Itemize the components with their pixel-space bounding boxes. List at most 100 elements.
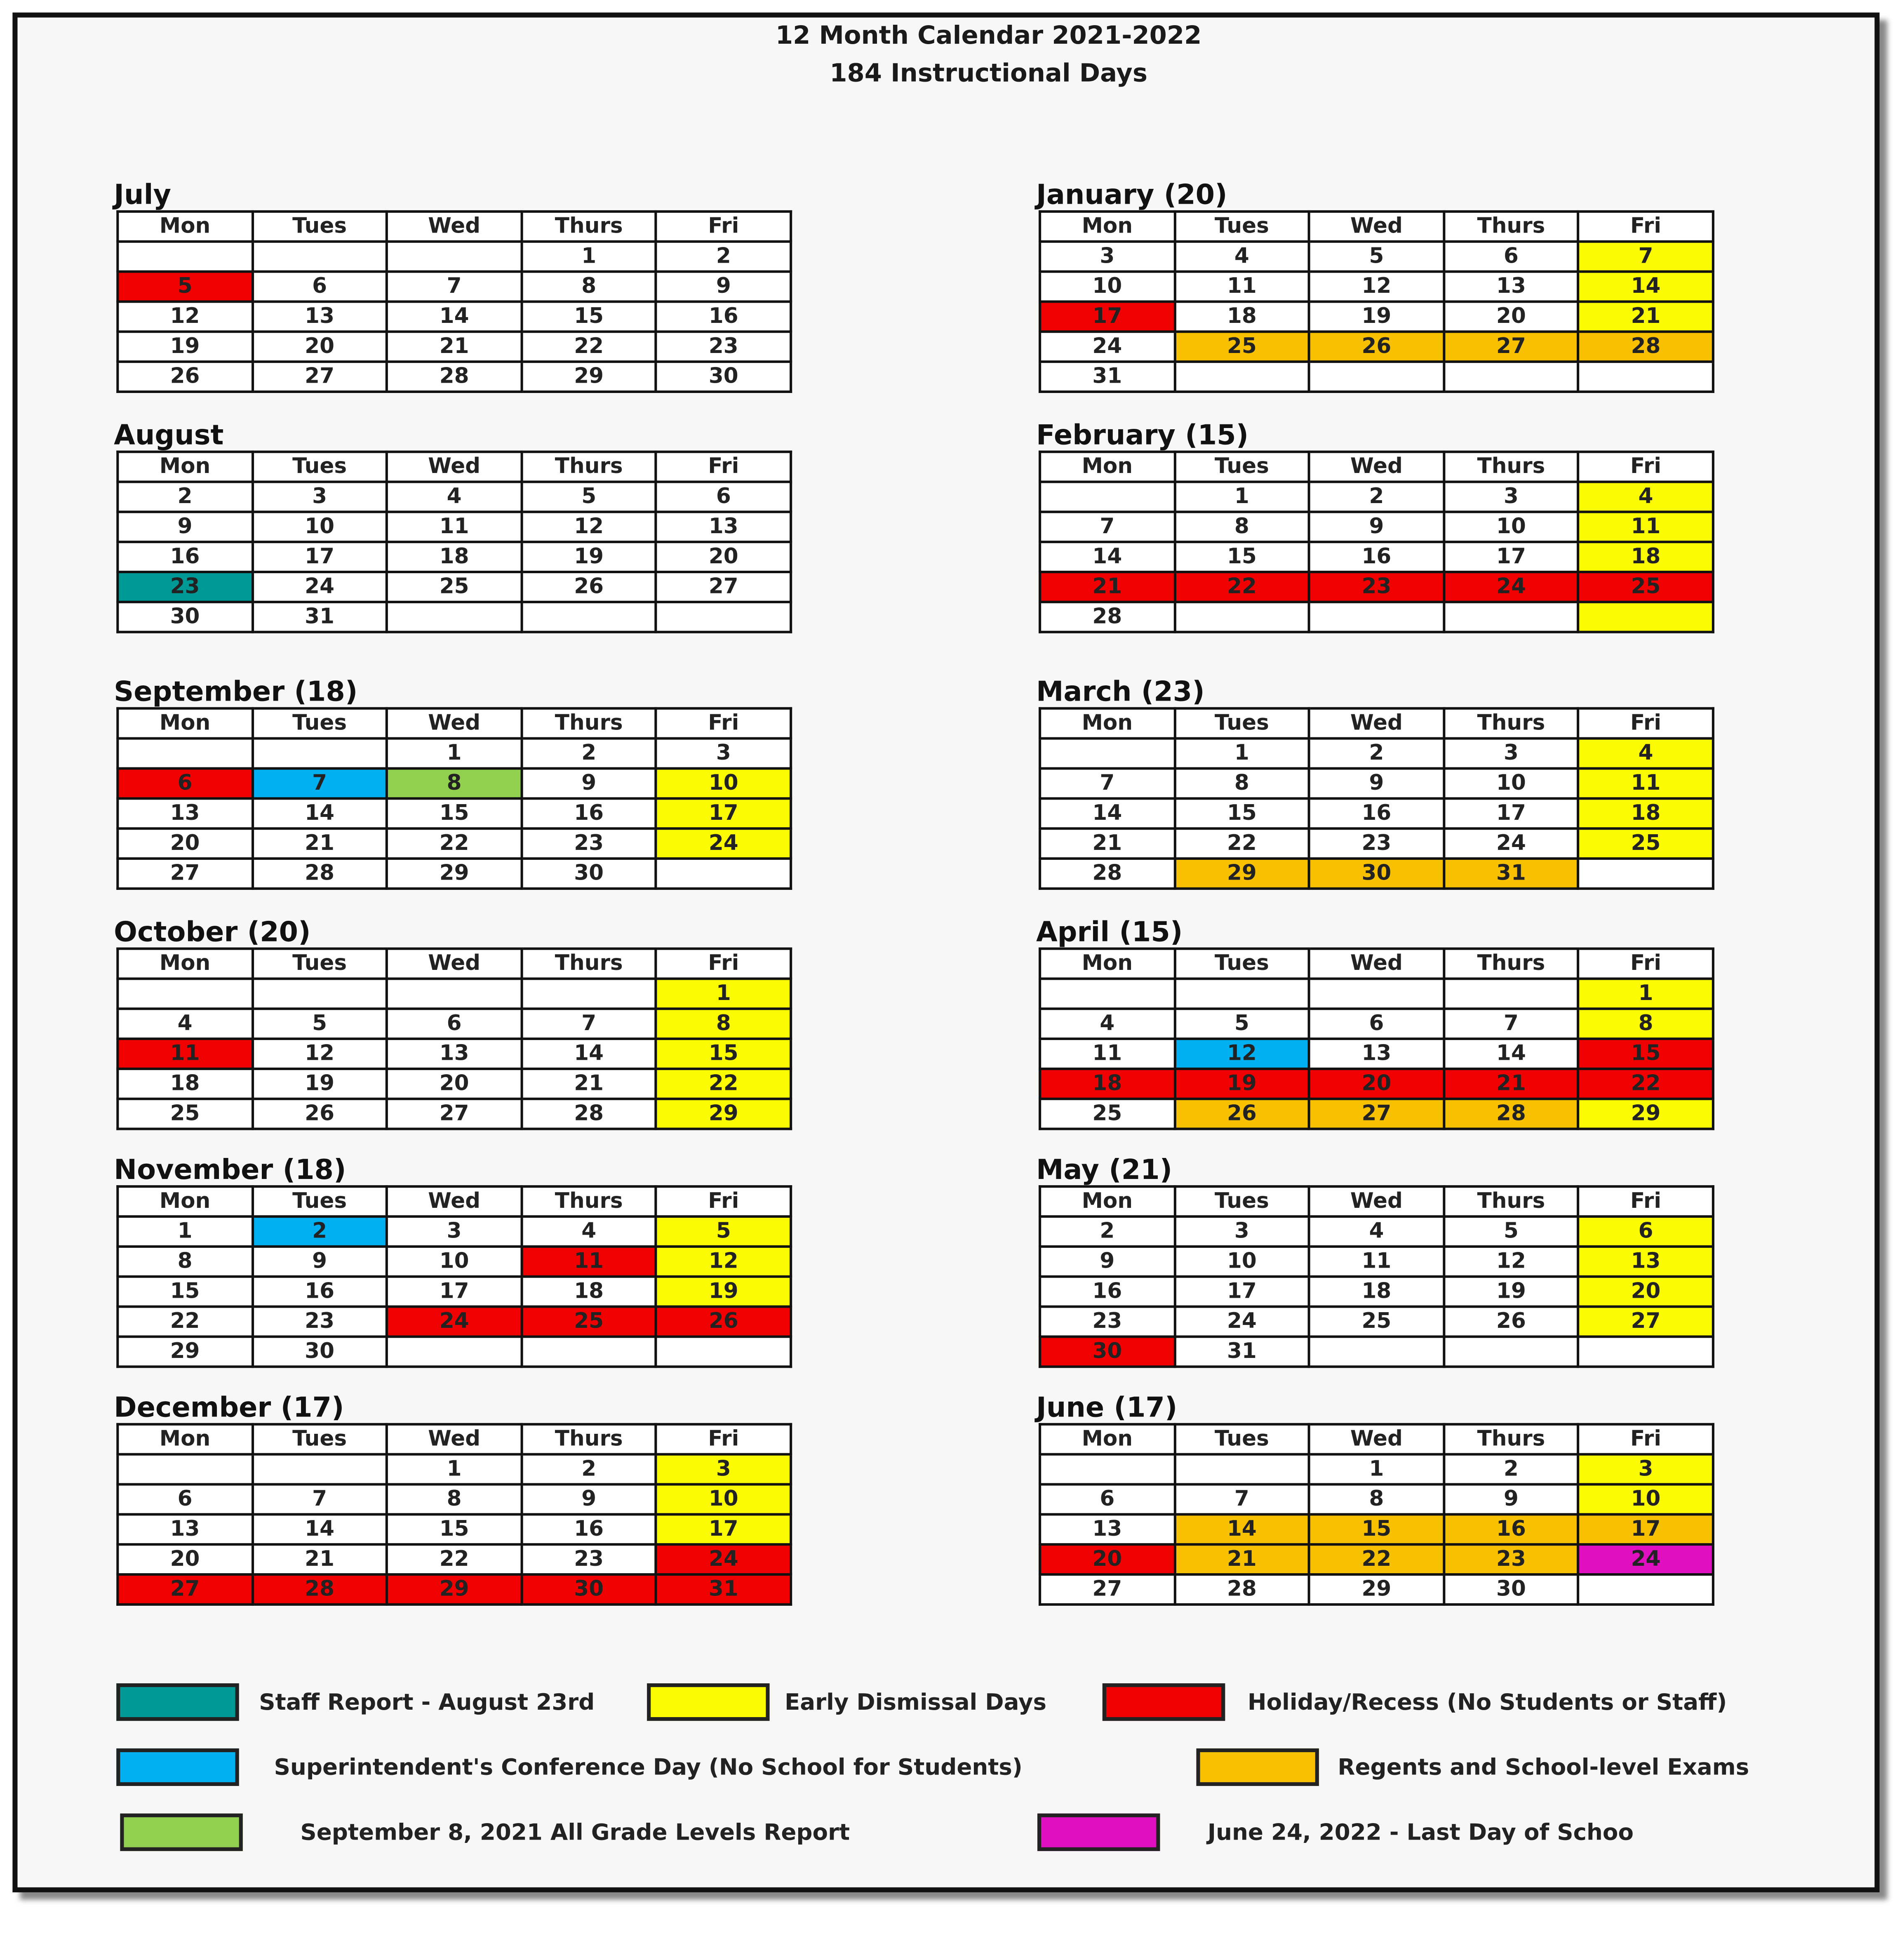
day-cell: 25 [116, 1097, 254, 1130]
day-cell: 21 [386, 330, 523, 363]
week-row: 9 10 11 12 13 [1039, 1245, 1714, 1278]
day-cell: 17 [655, 797, 792, 830]
month-title: March (23) [1036, 677, 1205, 708]
month-grid: Mon Tues Wed Thurs Fri 1 2 3 6 7 8 9 10 13 14 15 16 17 20 2… [116, 1423, 792, 1606]
week-row: 13 14 15 16 17 [116, 1513, 792, 1546]
week-row: 7 8 9 10 11 [1039, 511, 1714, 544]
weekday-label: Tues [1173, 450, 1311, 483]
day-cell: 6 [251, 270, 388, 303]
day-cell: 29 [520, 360, 658, 393]
day-cell: 22 [1577, 1067, 1714, 1100]
day-cell: 15 [1308, 1513, 1445, 1546]
day-cell: 8 [386, 1483, 523, 1516]
weekday-label: Fri [655, 210, 792, 243]
week-row: 11 12 13 14 15 [116, 1038, 792, 1070]
day-cell: 20 [251, 330, 388, 363]
weekday-header: Mon Tues Wed Thurs Fri [1039, 947, 1714, 980]
day-cell [1173, 977, 1311, 1010]
month-grid: Mon Tues Wed Thurs Fri 1 2 3 6 7 8 9 10 13 14 15 16 17 20 2… [1039, 1423, 1714, 1606]
day-cell: 14 [251, 1513, 388, 1546]
day-cell: 29 [386, 1573, 523, 1606]
month-march: March (23) Mon Tues Wed Thurs Fri 1 2 3 4 7 8 9 10 11 1… [1036, 677, 1714, 890]
day-cell: 16 [251, 1275, 388, 1308]
month-grid: Mon Tues Wed Thurs Fri 1 2 5 6 7 8 9 12 13 14 15 16 19 20 2… [116, 210, 792, 393]
day-cell: 1 [386, 1453, 523, 1486]
weekday-label: Wed [1308, 210, 1445, 243]
week-row: 27 28 29 30 [1039, 1573, 1714, 1606]
month-april: April (15) Mon Tues Wed Thurs Fri 1 4 5 6 7 8 11 12 13… [1036, 917, 1714, 1130]
day-cell: 22 [116, 1305, 254, 1338]
weekday-label: Mon [116, 707, 254, 740]
day-cell: 11 [1577, 511, 1714, 544]
week-row: 24 25 26 27 28 [1039, 330, 1714, 363]
day-cell: 1 [386, 737, 523, 770]
week-row: 31 [1039, 360, 1714, 393]
day-cell: 8 [520, 270, 658, 303]
day-cell: 31 [1039, 360, 1176, 393]
month-january: January (20) Mon Tues Wed Thurs Fri 3 4 5 6 7 10 11 1… [1036, 180, 1714, 393]
day-cell: 15 [116, 1275, 254, 1308]
weekday-label: Wed [386, 450, 523, 483]
day-cell: 26 [655, 1305, 792, 1338]
month-august: August Mon Tues Wed Thurs Fri 2 3 4 5 6 9 10 11 12 13 16… [114, 422, 792, 633]
day-cell: 3 [251, 480, 388, 513]
day-cell [1577, 1573, 1714, 1606]
weekday-label: Mon [1039, 1185, 1176, 1218]
day-cell: 7 [1577, 240, 1714, 273]
day-cell [1039, 1453, 1176, 1486]
day-cell: 6 [1442, 240, 1580, 273]
weekday-label: Thurs [1442, 1423, 1580, 1456]
day-cell [1442, 360, 1580, 393]
day-cell: 4 [520, 1215, 658, 1248]
weekday-header: Mon Tues Wed Thurs Fri [116, 947, 792, 980]
month-december: December (17) Mon Tues Wed Thurs Fri 1 2 3 6 7 8 9 10… [114, 1395, 792, 1606]
week-row: 17 18 19 20 21 [1039, 300, 1714, 333]
month-title: January (20) [1036, 180, 1227, 212]
day-cell [1173, 1453, 1311, 1486]
day-cell: 21 [1039, 570, 1176, 603]
day-cell: 2 [1308, 737, 1445, 770]
weekday-header: Mon Tues Wed Thurs Fri [116, 210, 792, 243]
day-cell: 28 [1442, 1097, 1580, 1130]
day-cell: 17 [386, 1275, 523, 1308]
week-row: 30 31 [116, 600, 792, 633]
day-cell: 20 [1039, 1543, 1176, 1576]
day-cell: 31 [251, 600, 388, 633]
day-cell: 12 [520, 511, 658, 544]
day-cell: 8 [386, 767, 523, 800]
day-cell: 14 [1039, 797, 1176, 830]
weekday-label: Mon [1039, 210, 1176, 243]
day-cell: 8 [655, 1007, 792, 1040]
day-cell: 15 [655, 1038, 792, 1070]
week-row: 28 29 30 31 [1039, 857, 1714, 890]
day-cell: 5 [1442, 1215, 1580, 1248]
day-cell: 19 [1442, 1275, 1580, 1308]
weekday-header: Mon Tues Wed Thurs Fri [116, 450, 792, 483]
weekday-label: Tues [1173, 947, 1311, 980]
day-cell: 24 [655, 1543, 792, 1576]
weekday-label: Thurs [1442, 1185, 1580, 1218]
day-cell: 16 [655, 300, 792, 333]
day-cell: 17 [1442, 797, 1580, 830]
legend-label: Staff Report - August 23rd [259, 1689, 595, 1715]
day-cell: 2 [1308, 480, 1445, 513]
day-cell: 16 [1039, 1275, 1176, 1308]
weekday-label: Mon [116, 1185, 254, 1218]
day-cell: 16 [1308, 797, 1445, 830]
legend-swatch [120, 1813, 243, 1851]
day-cell: 2 [520, 1453, 658, 1486]
weekday-label: Mon [1039, 450, 1176, 483]
day-cell: 24 [1577, 1543, 1714, 1576]
day-cell: 2 [520, 737, 658, 770]
day-cell [1442, 977, 1580, 1010]
month-title: April (15) [1036, 917, 1183, 949]
day-cell: 20 [1577, 1275, 1714, 1308]
day-cell: 30 [655, 360, 792, 393]
day-cell: 9 [1308, 767, 1445, 800]
legend-label: September 8, 2021 All Grade Levels Repor… [300, 1819, 850, 1846]
day-cell: 18 [1308, 1275, 1445, 1308]
